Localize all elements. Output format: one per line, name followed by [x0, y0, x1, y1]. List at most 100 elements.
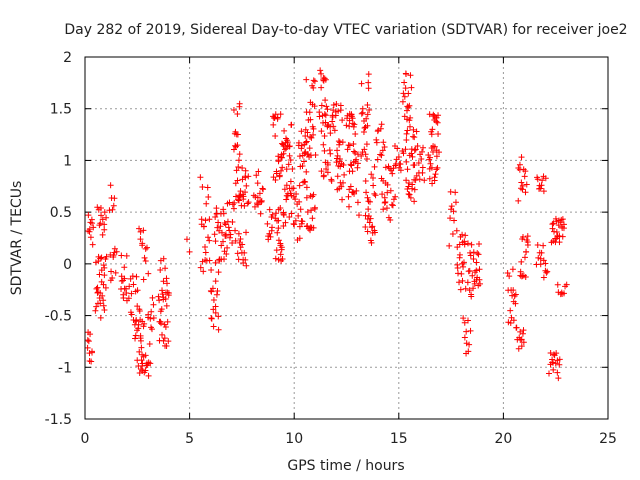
data-point	[462, 232, 469, 239]
data-point	[205, 234, 212, 241]
data-point	[465, 348, 472, 355]
data-point	[148, 308, 155, 315]
data-point	[430, 148, 437, 155]
data-point	[287, 178, 294, 185]
data-point	[345, 193, 352, 200]
data-point	[125, 295, 132, 302]
data-point	[520, 339, 527, 346]
data-point	[321, 132, 328, 139]
data-point	[291, 221, 298, 228]
data-point	[139, 242, 146, 249]
data-point	[280, 150, 287, 157]
data-point	[132, 318, 139, 325]
data-point	[112, 269, 119, 276]
data-point	[239, 241, 246, 248]
data-point	[405, 179, 412, 186]
data-point	[144, 244, 151, 251]
data-point	[411, 198, 418, 205]
data-point	[283, 145, 290, 152]
data-point	[284, 139, 291, 146]
data-point	[414, 143, 421, 150]
data-point	[384, 189, 391, 196]
data-point	[512, 291, 519, 298]
data-point	[389, 202, 396, 209]
data-point	[118, 252, 125, 259]
data-point	[518, 179, 525, 186]
data-point	[556, 361, 563, 368]
data-point	[399, 98, 406, 105]
data-point	[275, 225, 282, 232]
data-point	[235, 157, 242, 164]
data-point	[147, 315, 154, 322]
data-point	[459, 231, 466, 238]
data-point	[364, 101, 371, 108]
data-point	[534, 242, 541, 249]
data-point	[229, 240, 236, 247]
data-point	[272, 176, 279, 183]
y-tick-label: 1	[63, 153, 72, 169]
x-tick-label: 5	[185, 431, 194, 447]
data-point	[553, 350, 560, 357]
data-point	[334, 152, 341, 159]
data-point	[354, 199, 361, 206]
data-point	[306, 109, 313, 116]
data-point	[471, 280, 478, 287]
data-point	[283, 182, 290, 189]
data-point	[273, 168, 280, 175]
data-point	[334, 173, 341, 180]
y-tick-label: 1.5	[50, 102, 72, 118]
data-point	[366, 219, 373, 226]
data-point	[135, 321, 142, 328]
data-point	[162, 323, 169, 330]
data-point	[448, 203, 455, 210]
data-point	[274, 114, 281, 121]
data-point	[538, 249, 545, 256]
data-point	[543, 269, 550, 276]
data-point	[100, 262, 107, 269]
data-point	[556, 233, 563, 240]
data-point	[366, 107, 373, 114]
data-point	[323, 166, 330, 173]
data-point	[371, 163, 378, 170]
data-point	[237, 244, 244, 251]
data-point	[272, 132, 279, 139]
data-point	[420, 144, 427, 151]
data-point	[432, 171, 439, 178]
data-point	[258, 197, 265, 204]
data-point	[381, 143, 388, 150]
data-point	[102, 284, 109, 291]
data-point	[384, 181, 391, 188]
data-point	[473, 259, 480, 266]
data-point	[339, 117, 346, 124]
data-point	[476, 266, 483, 273]
data-point	[149, 294, 156, 301]
data-point	[277, 240, 284, 247]
data-point	[418, 155, 425, 162]
data-point	[242, 189, 249, 196]
data-point	[84, 344, 91, 351]
data-point	[147, 360, 154, 367]
data-point	[232, 227, 239, 234]
data-point	[142, 367, 149, 374]
data-point	[429, 126, 436, 133]
data-point	[408, 84, 415, 91]
data-point	[540, 257, 547, 264]
data-point	[470, 256, 477, 263]
data-point	[234, 250, 241, 257]
data-point	[234, 177, 241, 184]
data-point	[201, 244, 208, 251]
data-point	[232, 237, 239, 244]
data-point	[467, 327, 474, 334]
data-point	[446, 242, 453, 249]
data-point	[381, 194, 388, 201]
data-point	[215, 269, 222, 276]
data-point	[358, 80, 365, 87]
data-point	[109, 206, 116, 213]
data-point	[513, 324, 520, 331]
data-point	[280, 209, 287, 216]
data-point	[403, 177, 410, 184]
data-point	[411, 147, 418, 154]
data-point	[302, 179, 309, 186]
data-point	[237, 188, 244, 195]
data-point	[232, 193, 239, 200]
